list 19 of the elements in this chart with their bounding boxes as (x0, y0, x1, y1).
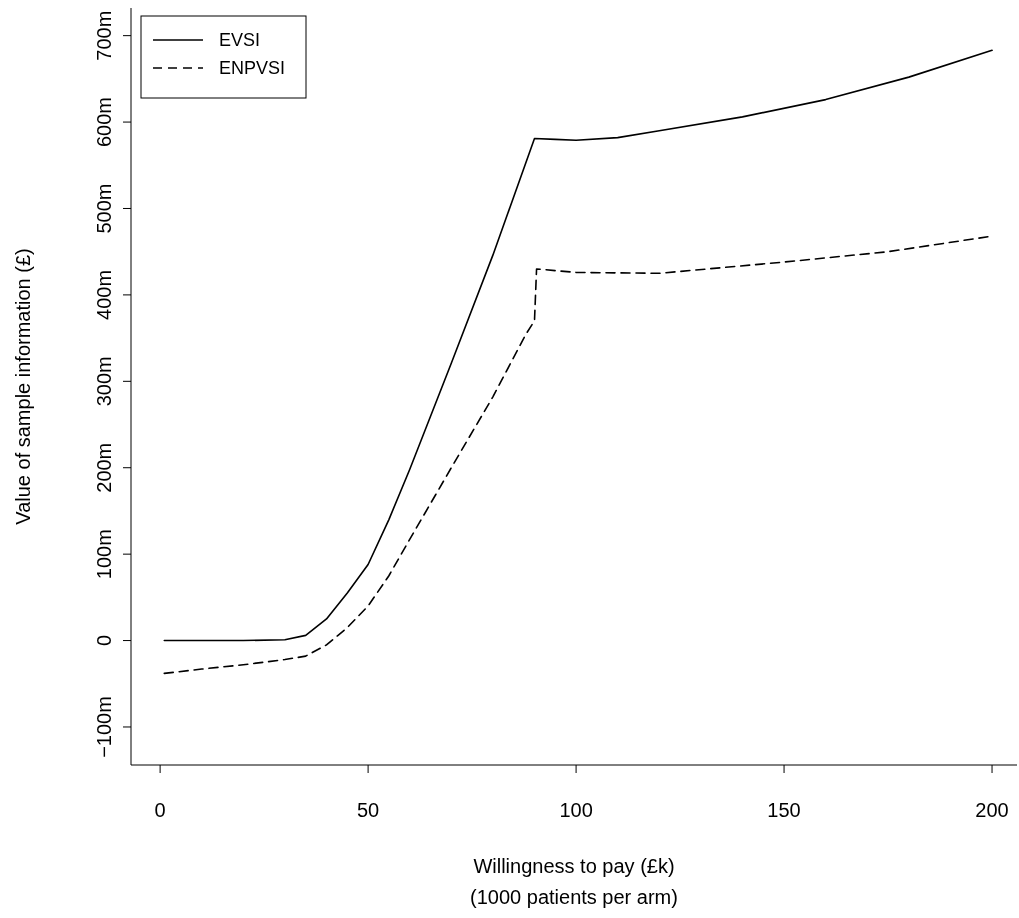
y-tick-label: 300m (93, 356, 115, 407)
y-tick-label: 400m (93, 269, 115, 320)
y-tick-label: 200m (93, 442, 115, 493)
line-series (163, 49, 993, 642)
x-tick-label: 150 (767, 799, 801, 821)
x-tick-label: 50 (356, 799, 380, 821)
y-tick-label: 500m (93, 183, 115, 234)
x-tick-label: 0 (154, 799, 166, 821)
y-tick-label: 100m (93, 529, 115, 580)
legend-label: EVSI (219, 30, 261, 50)
y-tick-label: 700m (93, 10, 115, 61)
x-tick-label: 100 (559, 799, 593, 821)
y-tick-label: −100m (93, 696, 115, 758)
x-axis-title: Willingness to pay (£k) (1000 patients per arm) (470, 855, 678, 908)
y-tick-label: 0 (93, 635, 115, 647)
legend-label: ENPVSI (219, 58, 286, 78)
y-axis-title: Value of sample information (£) (12, 248, 34, 525)
y-tick-label: 600m (93, 97, 115, 148)
x-tick-label: 200 (975, 799, 1009, 821)
